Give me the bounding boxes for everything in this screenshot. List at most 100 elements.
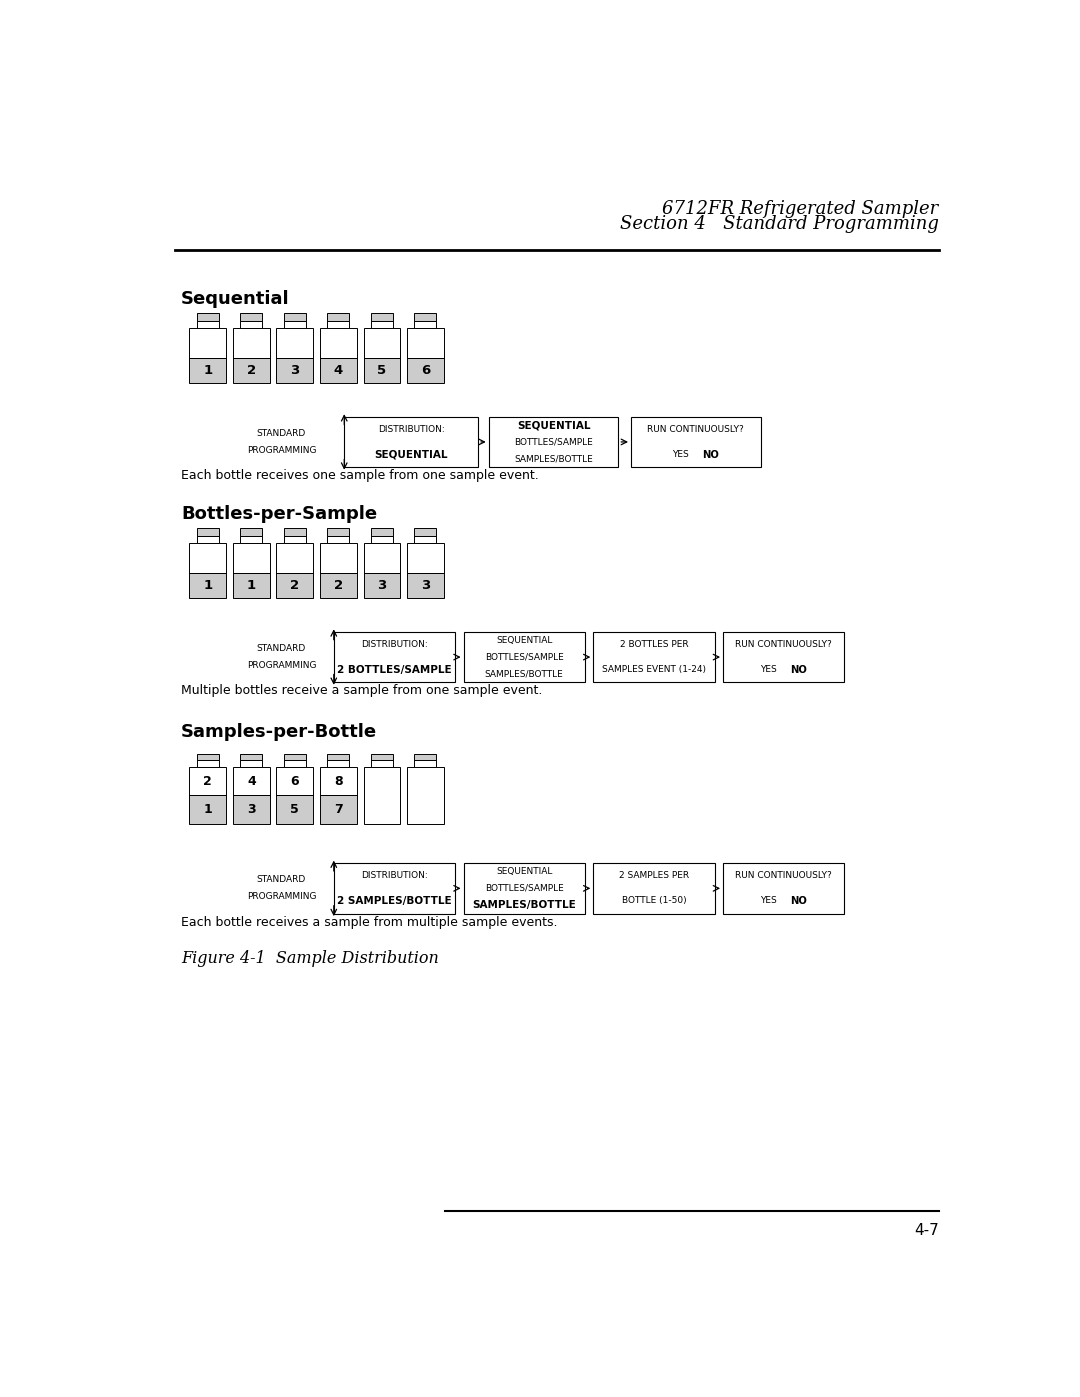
Bar (233, 328, 270, 358)
Bar (276, 795, 313, 824)
Bar (276, 358, 313, 383)
Bar (276, 573, 313, 598)
Bar (197, 320, 219, 328)
Bar (240, 320, 262, 328)
Text: 5: 5 (291, 803, 299, 816)
Bar (370, 753, 393, 760)
Bar (233, 795, 270, 824)
Text: 4: 4 (334, 365, 343, 377)
Bar (593, 631, 715, 682)
Text: YES: YES (760, 665, 777, 675)
Bar (407, 543, 444, 573)
Text: STANDARD: STANDARD (257, 429, 306, 437)
Bar (327, 753, 350, 760)
Bar (197, 760, 219, 767)
Bar (593, 863, 715, 914)
Text: 2: 2 (247, 365, 256, 377)
Bar (233, 543, 270, 573)
Bar (364, 328, 401, 358)
Text: 6712FR Refrigerated Sampler: 6712FR Refrigerated Sampler (662, 200, 939, 218)
Bar (197, 535, 219, 543)
Bar (407, 328, 444, 358)
Text: 2 SAMPLES/BOTTLE: 2 SAMPLES/BOTTLE (337, 895, 451, 907)
Bar (407, 573, 444, 598)
Text: STANDARD: STANDARD (257, 644, 306, 652)
Bar (284, 320, 306, 328)
Text: BOTTLES/SAMPLE: BOTTLES/SAMPLE (485, 884, 564, 893)
Bar (320, 767, 356, 795)
Bar (240, 760, 262, 767)
Text: Samples-per-Bottle: Samples-per-Bottle (181, 724, 377, 742)
Text: SAMPLES/BOTTLE: SAMPLES/BOTTLE (514, 454, 593, 464)
Text: 3: 3 (421, 580, 430, 592)
Text: SEQUENTIAL: SEQUENTIAL (496, 636, 552, 645)
Bar (233, 573, 270, 598)
Bar (284, 535, 306, 543)
Bar (463, 863, 585, 914)
Bar (370, 760, 393, 767)
Bar (276, 328, 313, 358)
Text: Bottles-per-Sample: Bottles-per-Sample (181, 504, 377, 522)
Bar (364, 767, 401, 824)
Text: PROGRAMMING: PROGRAMMING (246, 661, 316, 671)
Bar (488, 416, 619, 467)
Bar (233, 767, 270, 795)
Bar (189, 767, 226, 795)
Bar (276, 543, 313, 573)
Bar (370, 313, 393, 320)
Text: Each bottle receives one sample from one sample event.: Each bottle receives one sample from one… (181, 469, 539, 482)
Bar (284, 313, 306, 320)
Text: Multiple bottles receive a sample from one sample event.: Multiple bottles receive a sample from o… (181, 685, 542, 697)
Bar (240, 753, 262, 760)
Text: 8: 8 (334, 774, 342, 788)
Bar (189, 543, 226, 573)
Bar (327, 535, 350, 543)
Bar (415, 535, 436, 543)
Bar (364, 543, 401, 573)
Bar (189, 795, 226, 824)
Bar (233, 358, 270, 383)
Bar (370, 320, 393, 328)
Text: STANDARD: STANDARD (257, 876, 306, 884)
Text: BOTTLES/SAMPLE: BOTTLES/SAMPLE (514, 437, 593, 447)
Bar (327, 760, 350, 767)
Bar (197, 528, 219, 535)
Text: 2: 2 (291, 580, 299, 592)
Text: SAMPLES/BOTTLE: SAMPLES/BOTTLE (472, 900, 576, 911)
Text: Figure 4-1  Sample Distribution: Figure 4-1 Sample Distribution (181, 950, 438, 967)
Text: 3: 3 (291, 365, 299, 377)
Text: YES: YES (760, 897, 777, 905)
Bar (240, 528, 262, 535)
Text: Sequential: Sequential (181, 289, 289, 307)
Text: 4: 4 (247, 774, 256, 788)
Text: Each bottle receives a sample from multiple sample events.: Each bottle receives a sample from multi… (181, 916, 557, 929)
Text: YES: YES (673, 450, 689, 460)
Text: 3: 3 (377, 580, 387, 592)
Text: NO: NO (791, 665, 807, 675)
Text: BOTTLE (1-50): BOTTLE (1-50) (622, 897, 686, 905)
Bar (723, 863, 845, 914)
Text: 1: 1 (203, 365, 213, 377)
Bar (197, 753, 219, 760)
Bar (240, 535, 262, 543)
Text: DISTRIBUTION:: DISTRIBUTION: (361, 872, 428, 880)
Bar (189, 328, 226, 358)
Text: 6: 6 (291, 774, 299, 788)
Bar (364, 358, 401, 383)
Bar (407, 767, 444, 824)
Bar (189, 573, 226, 598)
Text: 1: 1 (203, 803, 212, 816)
Bar (370, 528, 393, 535)
Text: 2 SAMPLES PER: 2 SAMPLES PER (619, 872, 689, 880)
Bar (327, 320, 350, 328)
Text: 2: 2 (203, 774, 212, 788)
Text: 2 BOTTLES PER: 2 BOTTLES PER (620, 640, 688, 650)
Bar (327, 528, 350, 535)
Bar (320, 795, 356, 824)
Bar (364, 573, 401, 598)
Text: Section 4   Standard Programming: Section 4 Standard Programming (620, 215, 939, 232)
Bar (415, 313, 436, 320)
Text: NO: NO (791, 895, 807, 907)
Text: SEQUENTIAL: SEQUENTIAL (496, 868, 552, 876)
Bar (723, 631, 845, 682)
